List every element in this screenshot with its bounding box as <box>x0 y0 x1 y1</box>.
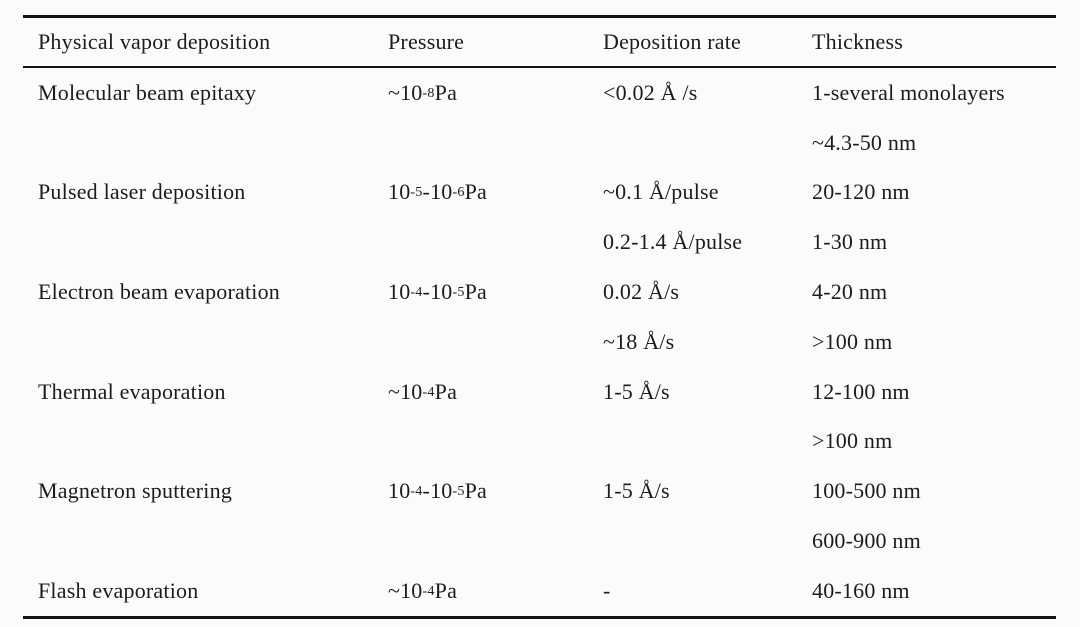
thickness-cell-line: 12-100 nm <box>812 378 910 404</box>
rate-cell-line: ~18 Å/s <box>603 328 675 354</box>
rate-cell: 1-5 Å/s <box>603 466 812 566</box>
rate-cell: <0.02 Å /s <box>603 68 812 168</box>
method-cell: Flash evaporation <box>38 566 388 616</box>
rate-cell-line: 0.02 Å/s <box>603 279 680 305</box>
column-header-pressure: Pressure <box>388 29 465 54</box>
rate-cell: 0.02 Å/s ~18 Å/s <box>603 267 812 367</box>
table-row: Pulsed laser deposition 10 -5 -10 -6 Pa ~0.1 … <box>23 168 1056 268</box>
pressure-cell-line <box>388 417 603 467</box>
method-cell: Molecular beam epitaxy <box>38 68 388 168</box>
thickness-cell: 12-100 nm >100 nm <box>812 367 1056 467</box>
method-cell-line: Pulsed laser deposition <box>38 179 246 205</box>
method-cell-line <box>38 417 388 467</box>
rate-cell-line: 1-5 Å/s <box>603 478 670 504</box>
pressure-cell-line: ~10 -8 Pa <box>388 79 458 105</box>
rate-cell-line <box>603 516 812 566</box>
rate-cell: ~0.1 Å/pulse 0.2-1.4 Å/pulse <box>603 168 812 268</box>
table-top-rule <box>23 15 1056 18</box>
pressure-cell: ~10 -4 Pa <box>388 367 603 467</box>
table-row: Electron beam evaporation 10 -4 -10 -5 Pa 0.0… <box>23 267 1056 367</box>
rate-cell: - <box>603 566 812 616</box>
pressure-cell-line <box>388 118 603 168</box>
method-cell-line <box>38 317 388 367</box>
table-row: Molecular beam epitaxy ~10 -8 Pa <0.02 Å /s… <box>23 68 1056 168</box>
table-row: Flash evaporation ~10 -4 Pa - 40-160 nm <box>23 566 1056 616</box>
method-cell-line: Thermal evaporation <box>38 378 226 404</box>
pressure-cell: 10 -4 -10 -5 Pa <box>388 267 603 367</box>
column-header-rate: Deposition rate <box>603 29 742 54</box>
pressure-cell: ~10 -4 Pa <box>388 566 603 616</box>
column-header-thickness: Thickness <box>812 29 904 54</box>
table-header-rule <box>23 66 1056 68</box>
pressure-cell-line <box>388 317 603 367</box>
thickness-cell-line: 20-120 nm <box>812 179 910 205</box>
method-cell-line: Flash evaporation <box>38 577 199 603</box>
table-row: Thermal evaporation ~10 -4 Pa 1-5 Å/s 12-100… <box>23 367 1056 467</box>
rate-cell-line: - <box>603 577 611 603</box>
thickness-cell-line: ~4.3-50 nm <box>812 129 917 155</box>
pressure-cell: 10 -4 -10 -5 Pa <box>388 466 603 566</box>
method-cell: Thermal evaporation <box>38 367 388 467</box>
rate-cell-line: 1-5 Å/s <box>603 378 670 404</box>
method-cell-line <box>38 118 388 168</box>
rate-cell-line: 0.2-1.4 Å/pulse <box>603 229 743 255</box>
thickness-cell-line: 1-30 nm <box>812 229 888 255</box>
rate-cell-line: ~0.1 Å/pulse <box>603 179 719 205</box>
pressure-cell-line: 10 -4 -10 -5 Pa <box>388 478 488 504</box>
thickness-cell-line: >100 nm <box>812 328 893 354</box>
thickness-cell: 1-several monolayers ~4.3-50 nm <box>812 68 1056 168</box>
thickness-cell-line: 100-500 nm <box>812 478 921 504</box>
method-cell-line <box>38 217 388 267</box>
thickness-cell-line: 600-900 nm <box>812 528 921 554</box>
pressure-cell-line <box>388 217 603 267</box>
table-body: Molecular beam epitaxy ~10 -8 Pa <0.02 Å /s… <box>23 68 1056 616</box>
pressure-cell: 10 -5 -10 -6 Pa <box>388 168 603 268</box>
pressure-cell-line: 10 -5 -10 -6 Pa <box>388 179 488 205</box>
method-cell: Pulsed laser deposition <box>38 168 388 268</box>
method-cell-line: Electron beam evaporation <box>38 279 281 305</box>
method-cell-line: Molecular beam epitaxy <box>38 79 257 105</box>
table-row: Magnetron sputtering 10 -4 -10 -5 Pa 1-5 Å/s 1… <box>23 466 1056 566</box>
thickness-cell: 100-500 nm 600-900 nm <box>812 466 1056 566</box>
method-cell: Magnetron sputtering <box>38 466 388 566</box>
column-header-method: Physical vapor deposition <box>38 29 271 54</box>
thickness-cell: 20-120 nm 1-30 nm <box>812 168 1056 268</box>
method-cell: Electron beam evaporation <box>38 267 388 367</box>
thickness-cell: 4-20 nm >100 nm <box>812 267 1056 367</box>
pressure-cell-line: ~10 -4 Pa <box>388 577 458 603</box>
thickness-cell-line: 1-several monolayers <box>812 79 1005 105</box>
thickness-cell-line: >100 nm <box>812 428 893 454</box>
pressure-cell: ~10 -8 Pa <box>388 68 603 168</box>
rate-cell-line <box>603 118 812 168</box>
table-header-row: Physical vapor deposition Pressure Depos… <box>23 18 1056 66</box>
thickness-cell: 40-160 nm <box>812 566 1056 616</box>
pressure-cell-line <box>388 516 603 566</box>
pressure-cell-line: ~10 -4 Pa <box>388 378 458 404</box>
method-cell-line: Magnetron sputtering <box>38 478 233 504</box>
pressure-cell-line: 10 -4 -10 -5 Pa <box>388 279 488 305</box>
rate-cell: 1-5 Å/s <box>603 367 812 467</box>
pvd-methods-table: Physical vapor deposition Pressure Depos… <box>23 15 1056 619</box>
rate-cell-line: <0.02 Å /s <box>603 79 698 105</box>
thickness-cell-line: 4-20 nm <box>812 279 888 305</box>
method-cell-line <box>38 516 388 566</box>
table-bottom-rule <box>23 615 1056 619</box>
thickness-cell-line: 40-160 nm <box>812 577 910 603</box>
rate-cell-line <box>603 417 812 467</box>
